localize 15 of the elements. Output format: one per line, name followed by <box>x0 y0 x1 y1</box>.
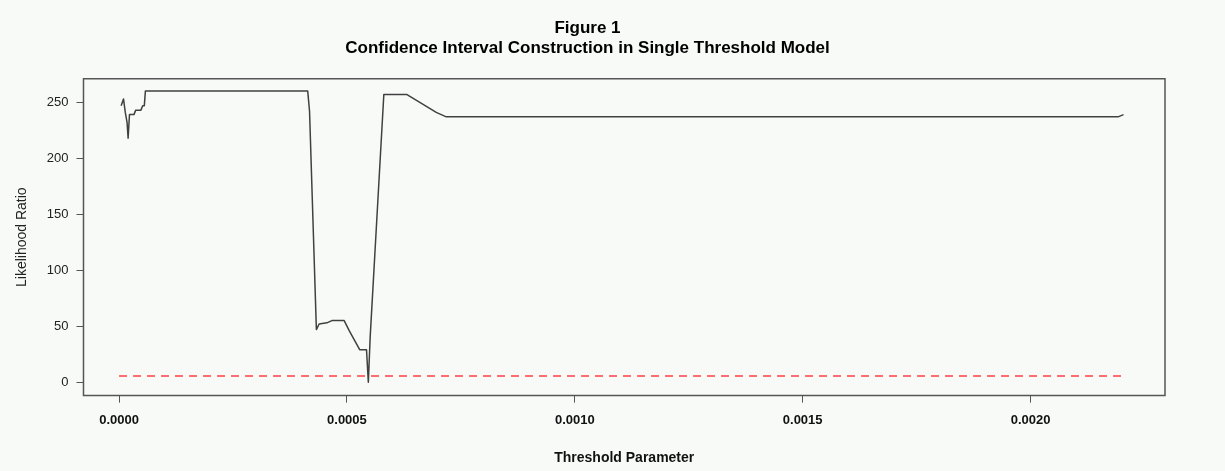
x-tick-label: 0.0000 <box>99 411 139 427</box>
x-axis-title: Threshold Parameter <box>554 449 695 466</box>
y-tick-label: 150 <box>46 205 69 221</box>
y-tick-label: 50 <box>54 317 69 333</box>
y-axis-title: Likelihood Ratio <box>13 187 30 288</box>
x-tick-label: 0.0010 <box>554 411 595 427</box>
y-tick-label: 250 <box>46 93 69 109</box>
x-tick-label: 0.0005 <box>327 411 367 427</box>
chart-title: Figure 1 <box>554 17 621 37</box>
chart-subtitle: Confidence Interval Construction in Single Threshold Model <box>345 38 830 58</box>
y-tick-label: 0 <box>61 373 69 389</box>
x-tick-label: 0.0015 <box>782 411 823 427</box>
y-tick-label: 200 <box>46 149 69 165</box>
x-tick-label: 0.0020 <box>1010 411 1051 427</box>
y-tick-label: 100 <box>46 261 69 277</box>
